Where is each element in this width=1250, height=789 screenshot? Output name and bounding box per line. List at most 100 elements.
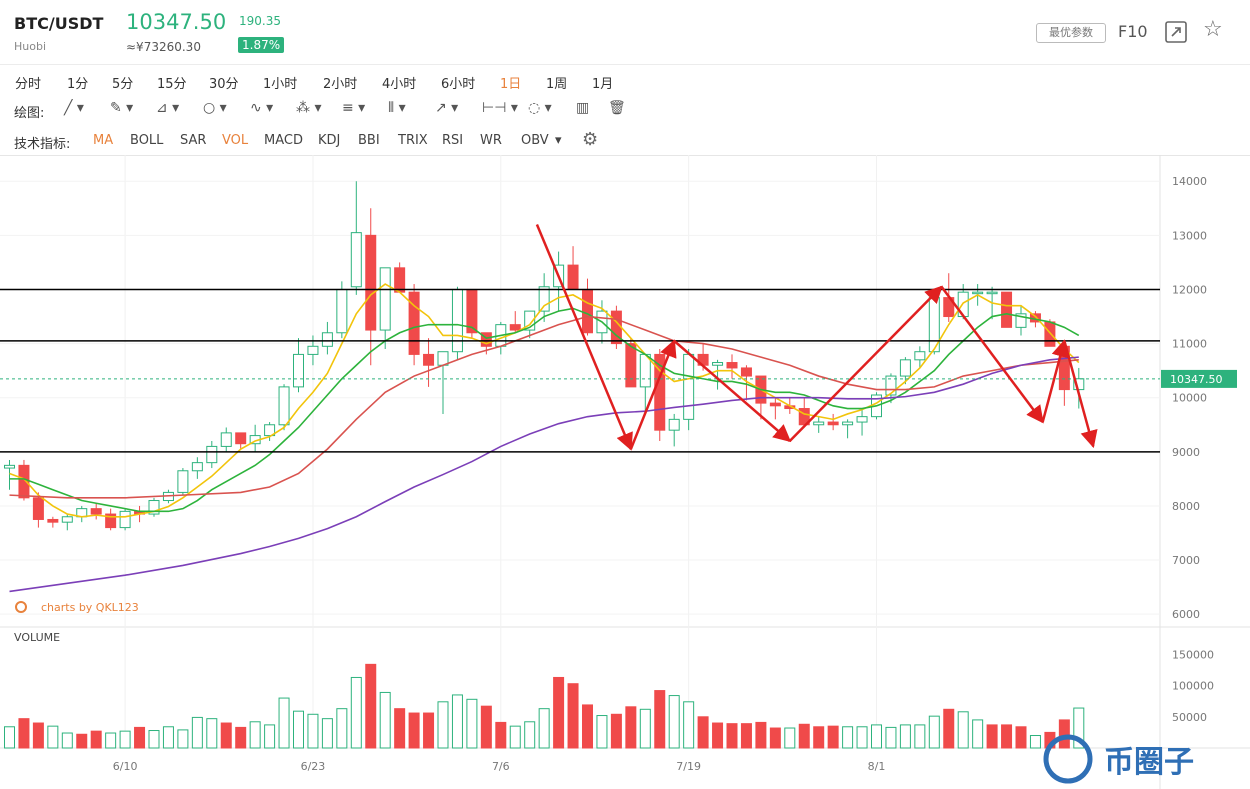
candle-body: [307, 345, 319, 355]
f10-button[interactable]: F10: [1118, 22, 1148, 41]
best-params-button[interactable]: 最优参数: [1036, 23, 1106, 43]
volume-bar: [61, 732, 73, 749]
tf-4h[interactable]: 4小时: [382, 77, 417, 92]
price-tick-label: 10000: [1172, 392, 1207, 405]
circle-tool-icon[interactable]: ○ ▾: [203, 100, 227, 116]
tf-5min[interactable]: 5分: [112, 77, 134, 92]
candle-body: [813, 421, 825, 426]
ind-macd[interactable]: MACD: [264, 133, 303, 148]
grid-tool-icon[interactable]: ⦀ ▾: [388, 100, 406, 116]
current-price: 10347.50: [126, 10, 227, 34]
volume-bar: [856, 726, 868, 749]
volume-bar: [206, 718, 218, 749]
tf-1min[interactable]: 1分: [67, 77, 89, 92]
volume-bar: [986, 724, 998, 749]
volume-bar: [625, 706, 637, 749]
volume-bar: [466, 698, 478, 749]
line-tool-icon[interactable]: ╱ ▾: [64, 100, 84, 116]
tf-1h[interactable]: 1小时: [263, 77, 298, 92]
wave-tool-icon[interactable]: ∿ ▾: [250, 100, 274, 116]
fullscreen-icon[interactable]: [1164, 20, 1188, 44]
change-percent-badge: 1.87%: [238, 37, 285, 53]
volume-bar: [712, 722, 724, 749]
tf-30min[interactable]: 30分: [209, 77, 239, 92]
candle-body: [1044, 321, 1056, 347]
ind-rsi[interactable]: RSI: [442, 133, 464, 148]
ind-ma[interactable]: MA: [93, 133, 114, 148]
candle-body: [524, 310, 536, 331]
ind-obv[interactable]: OBV: [521, 133, 549, 148]
candle-body: [18, 464, 30, 499]
tf-1w[interactable]: 1周: [546, 77, 568, 92]
candle-body: [4, 464, 15, 469]
gear-icon[interactable]: ⚙: [582, 129, 599, 150]
volume-bar: [567, 683, 579, 749]
qkl-logo-icon: [15, 601, 27, 613]
chart-watermark: charts by QKL123: [41, 601, 139, 614]
candle-body: [567, 264, 579, 290]
candle-body: [582, 288, 593, 334]
obv-dropdown-icon[interactable]: ▾: [555, 133, 562, 148]
pen-tool-icon[interactable]: ✎ ▾: [110, 100, 134, 116]
trash-icon[interactable]: 🗑: [608, 100, 626, 116]
ind-kdj[interactable]: KDJ: [318, 133, 341, 148]
volume-bar: [105, 732, 117, 749]
x-tick-label: 8/1: [868, 760, 886, 773]
volume-bar: [119, 730, 131, 749]
volume-bar: [798, 723, 810, 749]
volume-bar: [423, 712, 435, 749]
ind-wr[interactable]: WR: [480, 133, 502, 148]
candle-body: [538, 286, 550, 312]
candle-body: [1015, 313, 1027, 328]
range-tool-icon[interactable]: ⊢⊣ ▾: [482, 100, 518, 116]
candle-body: [423, 353, 435, 366]
comment-tool-icon[interactable]: ◌ ▾: [528, 100, 552, 116]
candle-body: [769, 402, 781, 407]
ind-vol[interactable]: VOL: [222, 133, 249, 148]
volume-bar: [235, 726, 247, 749]
volume-bar: [495, 721, 507, 749]
fib-tool-icon[interactable]: ⊿ ▾: [156, 100, 180, 116]
volume-bar: [1073, 707, 1085, 749]
candle-body: [712, 362, 724, 366]
ind-boll[interactable]: BOLL: [130, 133, 164, 148]
header-bar: BTC/USDT Huobi 10347.50 ≈¥73260.30 190.3…: [0, 0, 1250, 65]
ma-line-ma10: [9, 307, 1080, 513]
trend-arrow: [535, 224, 633, 451]
tf-2h[interactable]: 2小时: [323, 77, 358, 92]
trend-arrow: [940, 286, 1044, 424]
candle-body: [827, 421, 839, 426]
arrow-tool-icon[interactable]: ↗ ▾: [435, 100, 459, 116]
trend-arrow: [1063, 340, 1098, 449]
candle-body: [293, 353, 304, 388]
drawing-label: 绘图:: [14, 106, 45, 121]
tf-1d[interactable]: 1日: [500, 77, 522, 92]
volume-bar: [408, 712, 420, 749]
ind-sar[interactable]: SAR: [180, 133, 207, 148]
candle-body: [119, 510, 131, 529]
tf-6h[interactable]: 6小时: [441, 77, 476, 92]
candle-body: [914, 351, 926, 361]
bar-tool-icon[interactable]: ▥: [576, 100, 590, 116]
price-tick-label: 6000: [1172, 608, 1200, 621]
volume-bar: [437, 701, 449, 749]
candle-body: [90, 508, 102, 515]
chart-area[interactable]: 6/10 6/23 7/6 7/19 8/1 6000 7000 8000 9000 10000 1…: [0, 155, 1250, 789]
tf-fenshi[interactable]: 分时: [15, 77, 42, 92]
candle-body: [726, 362, 738, 369]
volume-bar: [293, 710, 304, 749]
channel-tool-icon[interactable]: ≡ ▾: [342, 100, 366, 116]
volume-bar: [610, 713, 622, 749]
x-tick-label: 7/19: [676, 760, 701, 773]
ind-bbi[interactable]: BBI: [358, 133, 380, 148]
pattern-tool-icon[interactable]: ⁂ ▾: [296, 100, 322, 116]
tf-1mo[interactable]: 1月: [592, 77, 614, 92]
tf-15min[interactable]: 15分: [157, 77, 187, 92]
x-tick-label: 7/6: [492, 760, 510, 773]
star-icon[interactable]: ☆: [1203, 17, 1223, 42]
volume-bar: [18, 718, 30, 749]
price-tick-label: 13000: [1172, 229, 1207, 242]
ind-trix[interactable]: TRIX: [398, 133, 428, 148]
last-price-tag: [1161, 369, 1237, 388]
candle-body: [321, 332, 333, 347]
